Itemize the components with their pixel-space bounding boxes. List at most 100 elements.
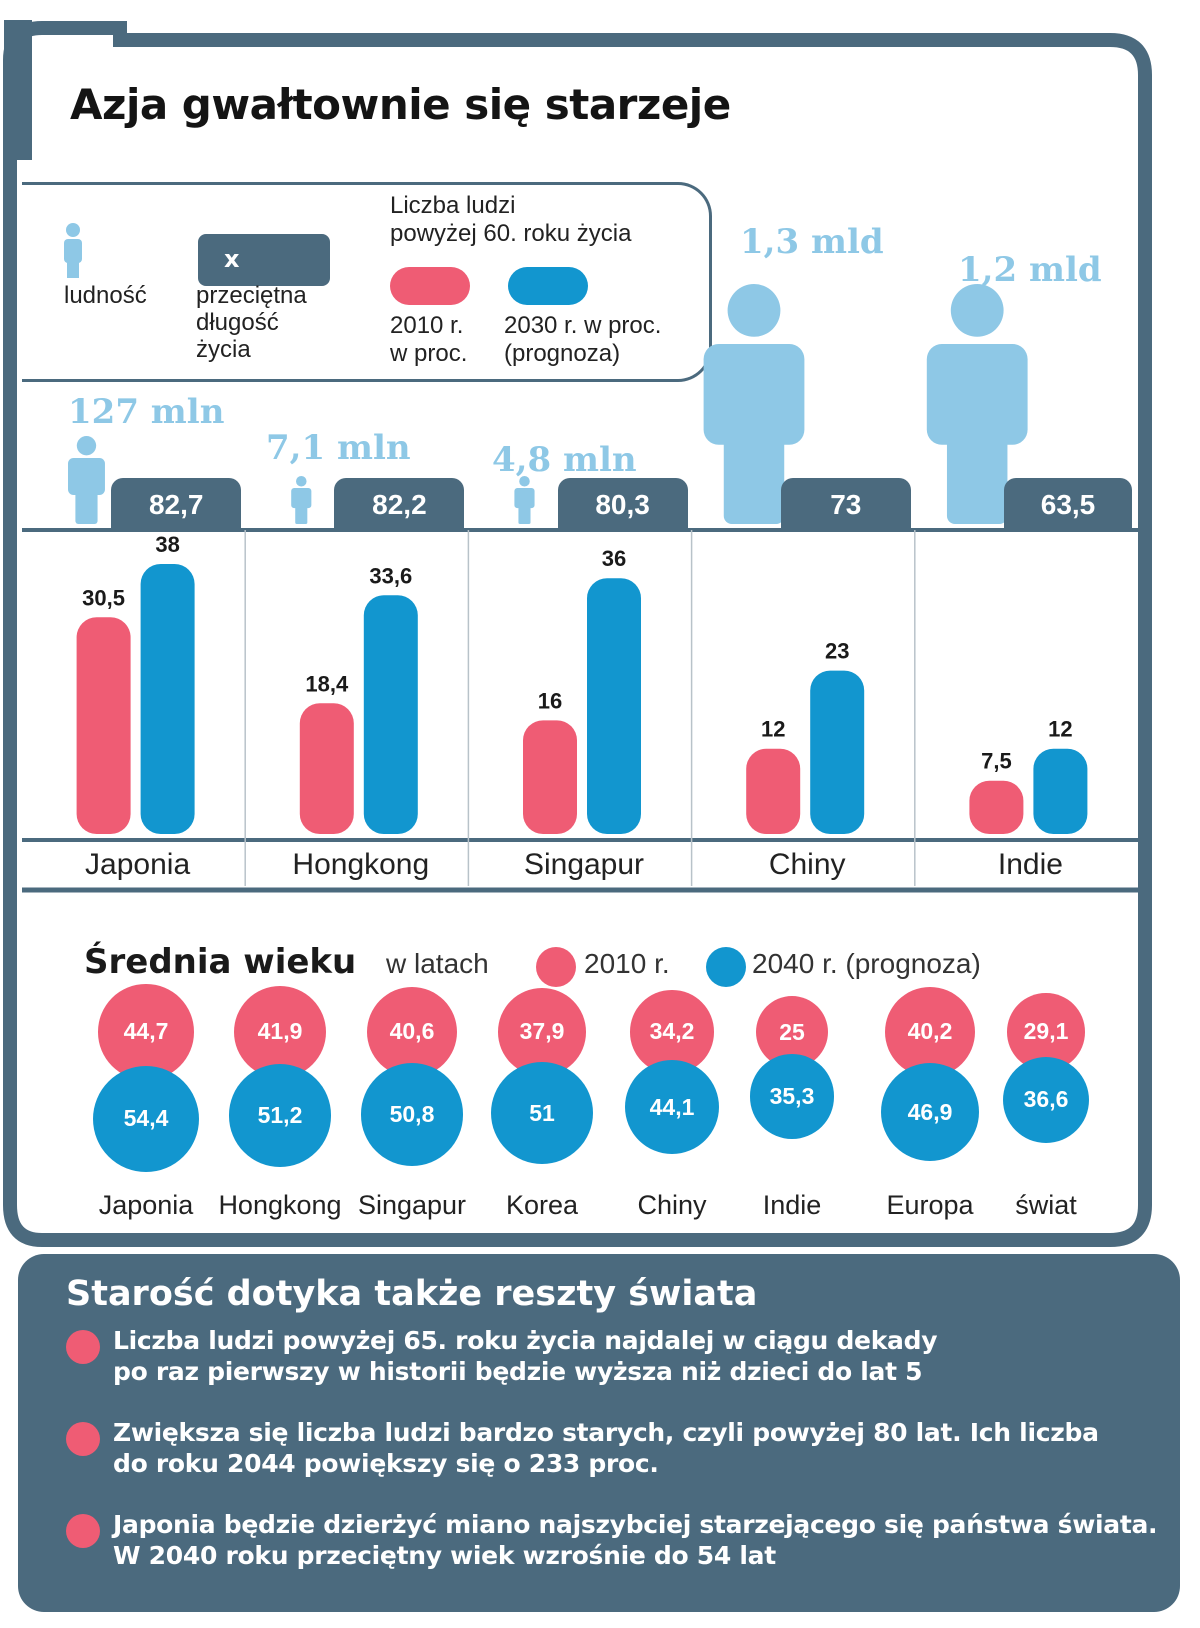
category-label: Chiny [768, 848, 846, 881]
person-icon-legs [75, 490, 98, 524]
bottom-panel [18, 1254, 1180, 1612]
population-label: 1,2 mld [958, 250, 1102, 290]
median-age-unit: w latach [386, 948, 489, 979]
legend-life-expectancy-label-1: przeciętna [196, 282, 307, 309]
population-label: 4,8 mln [492, 440, 637, 480]
median-age-category-label: Indie [762, 1190, 822, 1220]
bar-2010-label: 18,4 [305, 671, 349, 696]
life-expectancy-tab: 73 [780, 478, 911, 530]
bullet-text: do roku 2044 powiększy się o 233 proc. [113, 1449, 659, 1478]
bar-2030 [810, 670, 865, 834]
median-age-2040-circle: 54,4 [92, 1065, 200, 1173]
median-age-2040-circle: 36,6 [1002, 1056, 1090, 1143]
median-age-2010-circle: 44,7 [98, 984, 194, 1080]
bar-2030-label: 36 [602, 546, 626, 571]
median-age-category-label: Singapur [357, 1190, 467, 1220]
person-icon [296, 476, 307, 487]
median-age-legend-2040: 2040 r. (prognoza) [752, 948, 981, 979]
bar-2030-label: 12 [1048, 717, 1072, 742]
person-icon-legs [295, 505, 308, 524]
legend-2010-swatch [390, 267, 470, 305]
legend-over60-title-2: powyżej 60. roku życia [390, 220, 632, 247]
person-icon [950, 284, 1004, 337]
median-age-category-label: Europa [886, 1190, 974, 1220]
bullet-dot [66, 1422, 100, 1456]
category-label: Singapur [523, 848, 645, 881]
legend-2010-label-1: 2010 r. [390, 312, 464, 339]
median-age-2010-circle: 40,2 [884, 986, 976, 1078]
category-label: Hongkong [292, 848, 430, 881]
bar-2010 [523, 720, 577, 834]
bullet-text: Zwiększa się liczba ludzi bardzo starych… [113, 1418, 1099, 1447]
population-label: 1,3 mld [740, 222, 884, 262]
bar-2010 [969, 780, 1024, 834]
category-label: Indie [997, 848, 1063, 881]
bar-2030 [1033, 748, 1088, 834]
median-age-category-label: Hongkong [218, 1190, 342, 1220]
median-age-title: Średnia wieku [84, 942, 357, 982]
median-age-2010-circle: 40,6 [366, 986, 458, 1078]
legend-2030-label-2: (prognoza) [504, 340, 621, 367]
bar-2010-label: 7,5 [981, 749, 1012, 774]
bullet-text: Liczba ludzi powyżej 65. roku życia najd… [113, 1326, 938, 1355]
bar-2030 [363, 595, 418, 834]
person-icon [64, 223, 82, 278]
bullet-text: W 2040 roku przeciętny wiek wzrośnie do … [113, 1541, 776, 1570]
person-icon-body [514, 488, 535, 509]
median-age-category-label: Japonia [98, 1190, 194, 1220]
bar-2030 [587, 578, 641, 834]
bullet-text: po raz pierwszy w historii będzie wyższa… [113, 1357, 923, 1386]
legend-2030-swatch [508, 267, 588, 305]
life-expectancy-tab: 82,2 [334, 478, 465, 530]
bar-2010-label: 30,5 [82, 585, 125, 610]
median-age-2010-circle: 37,9 [498, 988, 586, 1076]
person-icon-legs [946, 432, 1008, 524]
bar-2010-label: 12 [761, 717, 785, 742]
bullet-text: Japonia będzie dzierżyć miano najszybcie… [113, 1510, 1158, 1539]
over60-bar-chart: 30,5 38 18,4 33,6 16 36 12 23 7,5 12 [22, 284, 1138, 886]
population-label: 127 mln [68, 392, 225, 432]
person-icon [727, 284, 781, 337]
median-age-2040-circle: 44,1 [624, 1059, 720, 1155]
life-expectancy-tab: 82,7 [111, 478, 242, 530]
person-icon-body [703, 344, 805, 445]
bar-2030-label: 38 [155, 532, 179, 557]
person-icon [519, 476, 530, 487]
median-age-2040-circle: 51,2 [228, 1064, 332, 1167]
legend-2010-label-2: w proc. [390, 340, 468, 367]
median-age-2040-circle: 51 [490, 1061, 594, 1165]
median-age-2040-circle: 46,9 [881, 1063, 979, 1162]
life-expectancy-tab: 80,3 [557, 478, 688, 530]
person-icon-body [926, 344, 1028, 445]
person-icon-legs [723, 432, 785, 524]
bottom-title: Starość dotyka także reszty świata [66, 1274, 758, 1314]
bar-2010 [299, 703, 354, 834]
category-label: Japonia [85, 848, 191, 881]
person-icon-body [68, 458, 105, 495]
person-icon-legs [518, 505, 531, 524]
median-age-2040-circle: 35,3 [749, 1054, 835, 1139]
person-icon [76, 436, 97, 456]
median-age-category-label: Korea [505, 1190, 579, 1220]
legend-2030-label-1: 2030 r. w proc. [504, 312, 662, 339]
legend-over60-title-1: Liczba ludzi [390, 192, 516, 219]
legend-life-expectancy-label-3: życia [196, 336, 251, 363]
bar-2030-label: 23 [825, 639, 849, 664]
person-icon-body [291, 488, 312, 509]
legend-life-expectancy-box: x [198, 234, 330, 286]
median-age-legend-2010-dot [536, 947, 576, 987]
legend-life-expectancy-label-2: długość [196, 309, 279, 336]
bar-2030 [140, 564, 195, 834]
page-title: Azja gwałtownie się starzeje [70, 80, 731, 129]
median-age-legend-2040-dot [706, 947, 746, 987]
median-age-2010-circle: 41,9 [233, 985, 327, 1079]
median-age-legend-2010: 2010 r. [584, 948, 670, 979]
bullet-dot [66, 1514, 100, 1548]
bar-2010 [746, 748, 801, 834]
median-age-2040-circle: 50,8 [360, 1063, 464, 1166]
bullet-dot [66, 1330, 100, 1364]
bar-2010-label: 16 [538, 688, 562, 713]
bar-2030-label: 33,6 [369, 563, 412, 588]
median-age-category-label: świat [1015, 1190, 1077, 1220]
